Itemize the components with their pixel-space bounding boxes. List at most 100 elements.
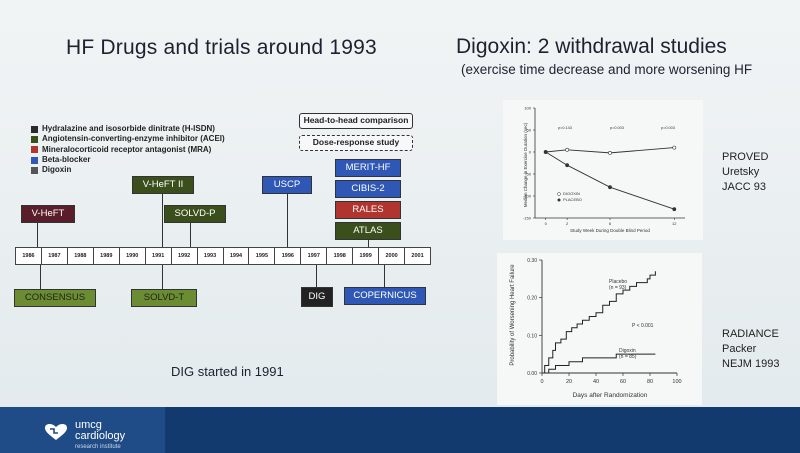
connector-vheft2 bbox=[162, 192, 163, 247]
drug-class-legend: Hydralazine and isosorbide dinitrate (H-… bbox=[31, 124, 225, 175]
radiance-y-tick-label: 0.30 bbox=[527, 258, 537, 264]
dig-started-note: DIG started in 1991 bbox=[171, 364, 284, 379]
proved-ylabel: Median Change in Exercise Duration (sec) bbox=[523, 122, 528, 207]
timeline-year: 1999 bbox=[353, 248, 380, 264]
connector-atlas bbox=[368, 238, 369, 247]
timeline-year: 1993 bbox=[198, 248, 224, 264]
umcg-heart-logo-icon bbox=[45, 424, 67, 440]
connector-copernicus bbox=[384, 263, 385, 287]
timeline-year: 1996 bbox=[275, 248, 302, 264]
proved-chart-bg bbox=[503, 100, 703, 240]
connector-uscp bbox=[287, 192, 288, 247]
proved-x-tick-label: 2 bbox=[566, 221, 569, 226]
radiance-y-tick-label: 0.20 bbox=[527, 296, 537, 302]
timeline-year: 1994 bbox=[224, 248, 250, 264]
slide-title-right: Digoxin: 2 withdrawal studies bbox=[456, 35, 727, 58]
proved-data-point bbox=[608, 185, 612, 190]
trial-solvd-t: SOLVD-T bbox=[131, 289, 197, 307]
radiance-p-value: P < 0.001 bbox=[632, 323, 654, 329]
proved-data-point bbox=[672, 207, 677, 212]
proved-x-tick-label: 0 bbox=[545, 221, 548, 226]
timeline-year: 1986 bbox=[16, 248, 42, 264]
legend-item: Beta-blocker bbox=[31, 155, 225, 165]
radiance-chart-bg bbox=[497, 253, 702, 405]
slide-subtitle-right: (exercise time decrease and more worseni… bbox=[461, 62, 753, 77]
legend-label: Beta-blocker bbox=[42, 154, 91, 164]
radiance-citation: RADIANCE Packer NEJM 1993 bbox=[722, 327, 779, 372]
trial-atlas: ATLAS bbox=[335, 222, 401, 240]
timeline-year: 1989 bbox=[94, 248, 120, 264]
proved-citation-line: Uretsky bbox=[722, 166, 760, 178]
radiance-xlabel: Days after Randomization bbox=[573, 392, 648, 399]
slide-title-left: HF Drugs and trials around 1993 bbox=[66, 36, 377, 59]
proved-citation-line: JACC 93 bbox=[722, 181, 767, 193]
radiance-chart: Probability of Worsening Heart Failure D… bbox=[497, 253, 702, 405]
footer-logo-text: umcg cardiology research institute bbox=[75, 420, 125, 453]
trial-copernicus: COPERNICUS bbox=[344, 287, 426, 305]
timeline-year: 1991 bbox=[146, 248, 172, 264]
radiance-citation-line: RADIANCE bbox=[722, 328, 779, 340]
proved-chart: Median Change in Exercise Duration (sec)… bbox=[503, 100, 703, 240]
proved-legend-placebo: PLACEBO bbox=[563, 197, 582, 202]
timeline-year: 1988 bbox=[68, 248, 94, 264]
proved-citation: PROVED Uretsky JACC 93 bbox=[722, 150, 768, 195]
timeline-year: 1997 bbox=[301, 248, 328, 264]
radiance-x-tick-label: 20 bbox=[566, 379, 572, 385]
trial-uscp: USCP bbox=[262, 176, 312, 194]
legend-label: Digoxin bbox=[42, 165, 72, 175]
timeline-year: 1990 bbox=[120, 248, 146, 264]
proved-p-label: p=0.003 bbox=[610, 126, 624, 130]
timeline-year: 2001 bbox=[411, 253, 424, 259]
radiance-placebo-n: (n = 93) bbox=[609, 285, 627, 291]
trial-rales: RALES bbox=[335, 201, 401, 219]
radiance-series-step bbox=[542, 353, 656, 374]
legend-swatch bbox=[31, 166, 38, 174]
trial-vheft2: V-HeFT II bbox=[132, 176, 194, 194]
proved-chart-svg: Median Change in Exercise Duration (sec)… bbox=[503, 100, 703, 240]
proved-x-tick-label: 12 bbox=[672, 221, 677, 226]
trial-cibis2: CIBIS-2 bbox=[335, 180, 401, 198]
dose-response-box: Dose-response study bbox=[299, 135, 413, 151]
legend-label: Angiotensin-converting-enzyme inhibitor … bbox=[42, 134, 225, 144]
proved-y-tick-label: 0 bbox=[529, 149, 532, 154]
radiance-digoxin-n: (n = 85) bbox=[619, 354, 637, 360]
legend-label: Mineralocorticoid receptor antagonist (M… bbox=[42, 144, 212, 154]
radiance-series-step bbox=[542, 271, 656, 374]
proved-series-line bbox=[545, 147, 675, 154]
trial-solvdp: SOLVD-P bbox=[164, 205, 226, 223]
trial-vheft: V-HeFT bbox=[21, 205, 75, 223]
proved-legend-digoxin: DIGOXIN bbox=[563, 191, 580, 196]
proved-data-point bbox=[565, 147, 570, 152]
proved-citation-line: PROVED bbox=[722, 151, 769, 163]
proved-data-point bbox=[608, 150, 612, 155]
proved-x-tick-label: 6 bbox=[609, 221, 612, 226]
legend-item: Mineralocorticoid receptor antagonist (M… bbox=[31, 145, 225, 155]
proved-y-tick-label: 50 bbox=[527, 127, 532, 132]
proved-data-point bbox=[672, 145, 677, 150]
legend-swatch bbox=[31, 125, 38, 133]
proved-y-tick-label: -50 bbox=[525, 171, 532, 176]
legend-swatch bbox=[31, 146, 38, 154]
footer-small: research institute bbox=[75, 444, 121, 450]
timeline-year: 2000 bbox=[379, 248, 406, 264]
proved-series-line bbox=[545, 151, 675, 210]
radiance-ylabel: Probability of Worsening Heart Failure bbox=[510, 264, 516, 366]
trial-dig: DIG bbox=[301, 287, 333, 307]
timeline-year: 1998 bbox=[327, 248, 354, 264]
radiance-digoxin-label: Digoxin bbox=[619, 348, 636, 354]
radiance-chart-svg: Probability of Worsening Heart Failure D… bbox=[497, 253, 702, 405]
timeline-year: 1995 bbox=[249, 248, 276, 264]
radiance-x-tick-label: 100 bbox=[672, 379, 681, 385]
year-timeline: 1986 1987 1988 1989 1990 1991 1992 1993 … bbox=[15, 247, 431, 265]
proved-y-tick-label: -150 bbox=[523, 215, 532, 220]
proved-legend-placebo-marker bbox=[557, 198, 561, 202]
timeline-year: 1992 bbox=[172, 248, 198, 264]
radiance-y-tick-label: 0.00 bbox=[527, 371, 537, 377]
legend-swatch bbox=[31, 156, 38, 164]
legend-item: Angiotensin-converting-enzyme inhibitor … bbox=[31, 134, 225, 144]
radiance-x-tick-label: 40 bbox=[593, 379, 599, 385]
footer-logo-panel bbox=[0, 407, 165, 453]
legend-item: Digoxin bbox=[31, 165, 225, 175]
connector-vheft bbox=[37, 221, 38, 247]
connector-solvdt bbox=[162, 263, 163, 289]
